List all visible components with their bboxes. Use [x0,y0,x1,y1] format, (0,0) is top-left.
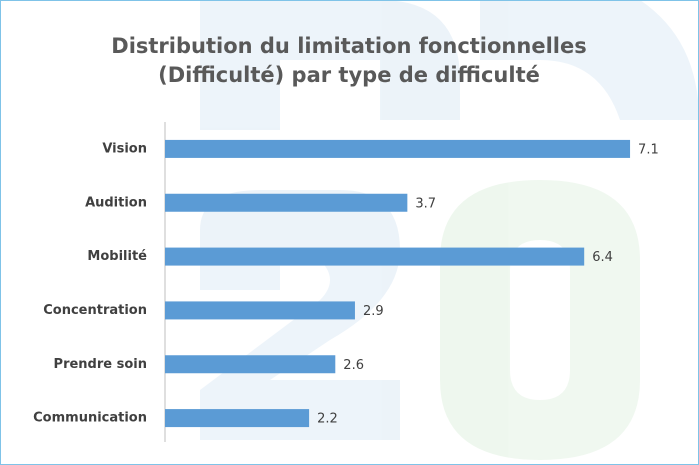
category-label: Concentration [43,303,147,318]
bar [165,301,355,320]
value-label: 3.7 [415,196,436,211]
chart-title: Distribution du limitation fonctionnelle… [111,34,586,58]
category-label: Vision [102,141,147,156]
category-label: Mobilité [87,249,147,264]
bar [165,247,585,266]
watermark-shape [200,0,460,130]
value-label: 7.1 [638,142,659,157]
bar [165,139,631,158]
chart-title: (Difficulté) par type de difficulté [158,63,540,87]
value-label: 6.4 [592,250,613,265]
category-label: Prendre soin [54,357,147,372]
category-label: Audition [85,195,147,210]
value-label: 2.6 [343,358,364,373]
bar [165,355,336,374]
watermark-shape [480,0,699,120]
value-label: 2.2 [317,412,338,427]
bar [165,193,408,212]
bar [165,409,310,428]
category-label: Communication [33,411,147,426]
value-label: 2.9 [363,304,384,319]
